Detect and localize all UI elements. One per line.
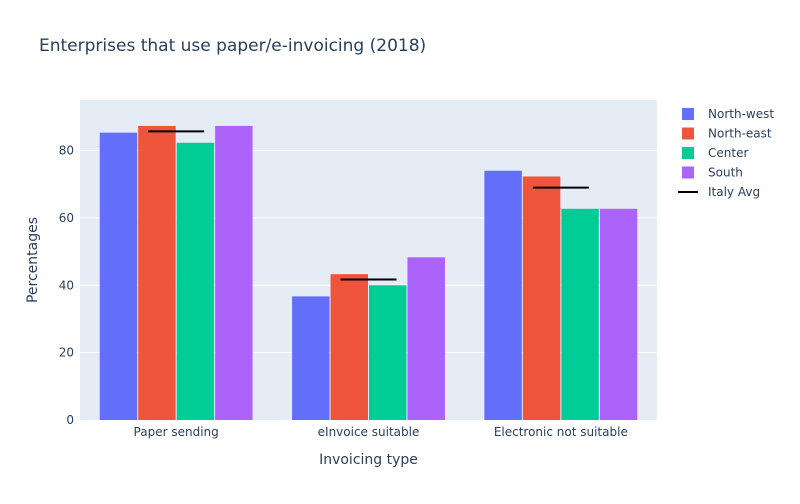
legend-label: South (708, 166, 743, 180)
y-tick-label: 60 (59, 211, 74, 225)
x-axis-ticks: Paper sending eInvoice suitable Electronic… (134, 425, 628, 439)
x-axis-title: Invoicing type (319, 452, 418, 468)
bar-center (369, 285, 407, 420)
x-tick-label: Paper sending (134, 425, 219, 439)
legend-swatch (682, 127, 694, 140)
bar-north-west (99, 132, 138, 420)
y-tick-label: 0 (66, 413, 74, 427)
y-tick-label: 20 (59, 346, 74, 360)
bar-north-east (522, 176, 561, 420)
y-tick-label: 40 (59, 278, 74, 292)
legend: North-west North-east Center South Italy Avg (678, 107, 774, 199)
bar-center (561, 208, 599, 420)
bar-south (407, 257, 445, 420)
bars (99, 125, 638, 421)
x-tick-label: Electronic not suitable (494, 425, 628, 439)
bar-north-west (292, 296, 330, 420)
plot-area (80, 100, 657, 420)
y-axis-title: Percentages (25, 217, 41, 303)
x-tick-label: eInvoice suitable (318, 425, 420, 439)
y-axis-ticks: 0 20 40 60 80 (59, 144, 74, 427)
legend-swatch (682, 166, 694, 179)
bar-north-west (484, 170, 522, 420)
legend-label: North-west (708, 107, 774, 121)
bar-north-east (138, 125, 176, 421)
bar-south (215, 125, 253, 421)
y-tick-label: 80 (59, 144, 74, 158)
legend-label: Italy Avg (708, 185, 760, 199)
legend-label: Center (708, 146, 748, 160)
chart-title: Enterprises that use paper/e-invoicing (… (39, 36, 426, 56)
legend-swatch (682, 147, 694, 159)
legend-label: North-east (708, 127, 772, 141)
legend-swatch (682, 108, 694, 120)
gridlines (80, 150, 657, 354)
bar-south (599, 208, 638, 420)
average-lines (148, 130, 589, 281)
bar-center (176, 142, 215, 421)
bar-north-east (330, 274, 368, 420)
